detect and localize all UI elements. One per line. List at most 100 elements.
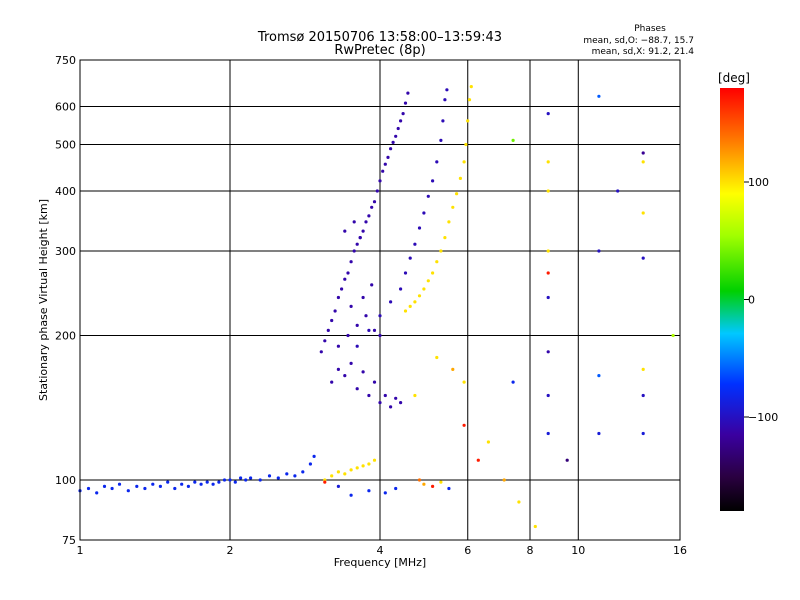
data-point: [372, 458, 377, 462]
data-point: [533, 524, 537, 529]
data-point: [391, 140, 395, 144]
data-point: [346, 333, 350, 338]
data-point: [355, 242, 359, 246]
data-point: [389, 405, 393, 409]
data-point: [597, 94, 601, 98]
data-point: [546, 112, 550, 116]
x-axis-label: Frequency [MHz]: [334, 556, 426, 569]
data-point: [326, 328, 330, 332]
y-tick-label: 600: [55, 101, 76, 114]
data-point: [126, 489, 130, 493]
data-point: [413, 393, 417, 398]
data-point: [422, 482, 426, 486]
data-point: [511, 380, 515, 384]
data-point: [408, 256, 412, 260]
data-point: [383, 393, 387, 398]
data-point: [355, 344, 359, 348]
data-point: [349, 304, 353, 308]
data-point: [641, 256, 645, 260]
x-tick-label: 6: [464, 544, 471, 557]
data-point: [406, 91, 410, 95]
data-point: [517, 500, 521, 504]
data-point: [451, 205, 455, 209]
data-point: [293, 474, 297, 478]
plot-frame: [79, 59, 681, 541]
data-point: [222, 478, 227, 482]
x-tick-label: 10: [571, 544, 585, 557]
data-point: [361, 229, 365, 233]
stats-heading: Phases: [634, 24, 666, 34]
data-point: [451, 367, 455, 371]
x-axis-ticks: 1 2 4 6 8 10 16: [77, 544, 688, 557]
stats-o-line: mean, sd,O: −88.7, 15.7: [583, 36, 694, 46]
data-point: [217, 480, 221, 484]
data-point: [439, 249, 443, 253]
data-point: [511, 138, 515, 142]
data-point: [671, 333, 675, 338]
data-point: [399, 119, 403, 123]
data-point: [396, 126, 400, 131]
data-point: [399, 401, 403, 405]
data-point: [546, 249, 550, 253]
data-point: [186, 484, 190, 488]
data-point: [308, 462, 312, 466]
data-point: [346, 271, 350, 275]
data-point: [239, 476, 243, 480]
data-point: [502, 478, 506, 482]
data-point: [361, 464, 365, 468]
data-point: [383, 162, 387, 166]
data-point: [641, 151, 645, 155]
data-point: [343, 374, 347, 378]
data-point: [466, 119, 470, 123]
data-point: [343, 229, 347, 233]
data-point: [546, 431, 550, 436]
data-point: [616, 189, 620, 193]
data-point: [439, 480, 443, 484]
data-point: [211, 482, 215, 486]
data-point: [462, 423, 466, 427]
data-point: [422, 211, 426, 215]
data-point: [367, 214, 371, 218]
data-point: [403, 101, 408, 105]
data-point: [361, 295, 365, 300]
data-points: [78, 85, 675, 529]
data-point: [462, 380, 466, 384]
data-point: [641, 393, 645, 398]
data-point: [312, 454, 316, 458]
data-point: [546, 295, 550, 300]
data-point: [349, 361, 353, 365]
data-point: [158, 484, 162, 488]
data-point: [336, 344, 340, 348]
data-point: [467, 98, 472, 102]
y-tick-label: 75: [62, 534, 76, 547]
data-point: [323, 339, 327, 343]
data-point: [249, 476, 253, 480]
data-point: [367, 489, 371, 493]
data-point: [358, 236, 362, 240]
data-point: [228, 478, 232, 482]
data-point: [476, 458, 480, 462]
data-point: [386, 155, 390, 159]
data-point: [173, 486, 177, 491]
data-point: [431, 484, 435, 488]
data-point: [413, 242, 417, 246]
data-point: [431, 179, 435, 183]
data-point: [193, 480, 197, 484]
data-point: [458, 176, 462, 180]
data-point: [455, 192, 459, 196]
data-point: [435, 160, 439, 164]
data-point: [641, 431, 645, 436]
data-point: [323, 480, 327, 484]
data-point: [370, 205, 374, 209]
y-tick-label: 500: [55, 139, 76, 152]
data-point: [364, 220, 368, 224]
data-point: [641, 211, 645, 215]
data-point: [343, 277, 347, 281]
data-point: [355, 466, 359, 470]
data-point: [336, 367, 340, 371]
data-point: [86, 486, 91, 491]
data-point: [417, 478, 422, 482]
data-point: [361, 370, 365, 374]
data-point: [336, 470, 340, 474]
